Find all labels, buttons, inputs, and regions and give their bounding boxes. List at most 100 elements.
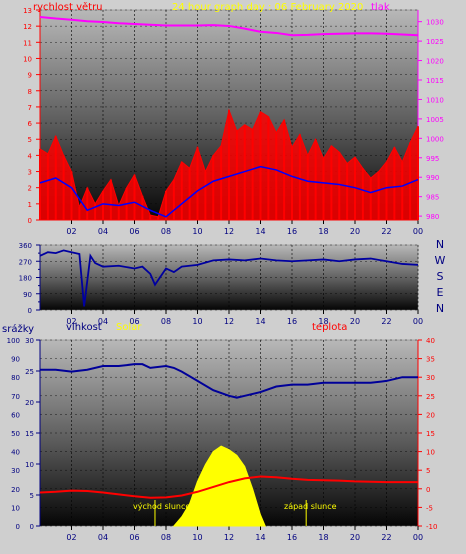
wind-average-series xyxy=(39,165,419,218)
precip-tick-label: 100 xyxy=(7,337,20,345)
humidity-temperature-solar-chart: srážky vlhkost Solar teplota 01020304050… xyxy=(2,322,437,542)
humidity-tick-label: 5 xyxy=(30,492,34,500)
wind-tick-label: 9 xyxy=(28,72,32,80)
pressure-series xyxy=(39,16,419,37)
wind-pressure-series xyxy=(39,16,419,221)
precip-tick-label: 0 xyxy=(16,523,20,531)
temperature-axis-label: teplota xyxy=(312,322,347,333)
wind-tick-label: 10 xyxy=(23,55,32,63)
precip-tick-label: 30 xyxy=(11,467,20,475)
chart-title: 24 hour graph day : 06 February 2020 xyxy=(172,2,363,13)
pressure-tick-label: 1030 xyxy=(426,19,444,27)
direction-series xyxy=(39,249,419,307)
precip-tick-label: 90 xyxy=(11,356,20,364)
pressure-tick-label: 1005 xyxy=(426,116,444,124)
x-tick-label: 18 xyxy=(318,227,328,236)
temperature-tick-label: -10 xyxy=(426,523,437,531)
wind-tick-label: 11 xyxy=(23,39,32,47)
pressure-tick-label: 1010 xyxy=(426,96,444,104)
wind-tick-label: 0 xyxy=(28,217,32,225)
hum-temp-series xyxy=(39,363,418,527)
pressure-tick-label: 980 xyxy=(426,213,439,221)
temperature-tick-label: 40 xyxy=(426,337,435,345)
direction-tick-label: 180 xyxy=(19,275,32,283)
precip-tick-label: 50 xyxy=(11,430,20,438)
x-tick-label: 06 xyxy=(129,227,139,236)
x-tick-label: 12 xyxy=(224,227,234,236)
temperature-tick-label: 5 xyxy=(426,467,430,475)
sunset-label: západ slunce xyxy=(284,502,337,511)
compass-label: W xyxy=(435,254,446,267)
wind-tick-label: 5 xyxy=(28,136,32,144)
pressure-y-axis-ticks: 980 985 990 995 1000 1005 1010 1015 1020 1025 1030 xyxy=(417,10,444,221)
x-tick-label: 08 xyxy=(161,317,171,326)
precip-tick-label: 20 xyxy=(11,486,20,494)
wind-pressure-chart: rychlost větru 24 hour graph day : 06 Fe… xyxy=(23,1,444,236)
x-tick-label: 20 xyxy=(350,227,360,236)
x-tick-label: 16 xyxy=(287,317,297,326)
precip-tick-label: 70 xyxy=(11,393,20,401)
direction-tick-label: 90 xyxy=(23,291,32,299)
direction-x-axis-ticks: 02 04 06 08 10 12 14 16 18 20 22 00 xyxy=(66,310,423,326)
precip-y-axis-ticks: 0 10 20 30 40 50 60 70 80 90 100 xyxy=(7,337,20,531)
x-tick-label: 10 xyxy=(192,227,202,236)
x-tick-label: 22 xyxy=(381,317,391,326)
pressure-tick-label: 1020 xyxy=(426,58,444,66)
direction-tick-label: 0 xyxy=(28,307,32,315)
humidity-tick-label: 30 xyxy=(25,337,34,345)
direction-tick-label: 360 xyxy=(19,242,32,250)
x-tick-label: 14 xyxy=(255,227,265,236)
pressure-tick-label: 1025 xyxy=(426,38,444,46)
wind-tick-label: 3 xyxy=(28,169,32,177)
x-tick-label: 22 xyxy=(381,227,391,236)
x-tick-label: 08 xyxy=(161,227,171,236)
x-tick-label: 14 xyxy=(255,533,265,542)
x-tick-label: 16 xyxy=(287,533,297,542)
pressure-tick-label: 1000 xyxy=(426,135,444,143)
hum-temp-x-axis-ticks: 02 04 06 08 10 12 14 16 18 20 22 00 xyxy=(66,526,423,542)
x-tick-label: 10 xyxy=(192,533,202,542)
humidity-tick-label: 20 xyxy=(25,399,34,407)
compass-label: N xyxy=(436,238,444,251)
compass-label: N xyxy=(436,302,444,315)
x-tick-label: 10 xyxy=(192,317,202,326)
humidity-axis-label: vlhkost xyxy=(66,322,102,333)
direction-tick-label: 270 xyxy=(19,258,32,266)
x-tick-label: 02 xyxy=(66,317,76,326)
precip-tick-label: 80 xyxy=(11,374,20,382)
temperature-series xyxy=(39,475,418,499)
x-tick-label: 08 xyxy=(161,533,171,542)
x-tick-label: 14 xyxy=(255,317,265,326)
humidity-series xyxy=(40,363,418,399)
pressure-tick-label: 1015 xyxy=(426,77,444,85)
temperature-tick-label: 0 xyxy=(426,486,430,494)
humidity-tick-label: 25 xyxy=(25,368,34,376)
sunrise-label: východ slunce xyxy=(133,502,190,511)
pressure-axis-label: tlak xyxy=(371,2,390,13)
hum-temp-grid xyxy=(40,339,419,527)
wind-tick-label: 4 xyxy=(28,152,33,160)
x-tick-label: 18 xyxy=(318,317,328,326)
pressure-tick-label: 995 xyxy=(426,155,439,163)
compass-label: E xyxy=(437,286,444,299)
temperature-y-axis-ticks: -10 -5 0 5 10 15 20 25 30 35 40 xyxy=(417,337,437,531)
temperature-tick-label: -5 xyxy=(426,504,433,512)
compass-label: S xyxy=(437,270,444,283)
wind-tick-label: 7 xyxy=(28,104,32,112)
direction-series xyxy=(39,249,419,307)
x-tick-label: 00 xyxy=(413,227,423,236)
precip-tick-label: 40 xyxy=(11,449,20,457)
x-tick-label: 12 xyxy=(224,317,234,326)
precip-tick-label: 10 xyxy=(11,504,20,512)
x-tick-label: 20 xyxy=(350,533,360,542)
humidity-tick-label: 15 xyxy=(25,430,34,438)
x-tick-label: 04 xyxy=(98,533,108,542)
x-tick-label: 16 xyxy=(287,227,297,236)
x-tick-label: 00 xyxy=(413,317,423,326)
precip-tick-label: 60 xyxy=(11,411,20,419)
temperature-tick-label: 20 xyxy=(426,411,435,419)
wind-tick-label: 2 xyxy=(28,185,32,193)
